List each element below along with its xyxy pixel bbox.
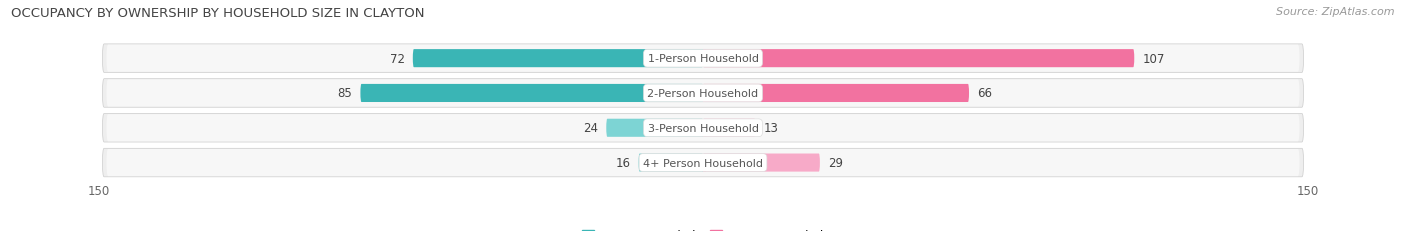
FancyBboxPatch shape <box>703 154 706 172</box>
FancyBboxPatch shape <box>702 85 704 103</box>
Legend: Owner-occupied, Renter-occupied: Owner-occupied, Renter-occupied <box>578 224 828 231</box>
Text: Source: ZipAtlas.com: Source: ZipAtlas.com <box>1277 7 1395 17</box>
Text: 2-Person Household: 2-Person Household <box>647 88 759 99</box>
FancyBboxPatch shape <box>103 79 1303 108</box>
FancyBboxPatch shape <box>107 149 1299 176</box>
FancyBboxPatch shape <box>107 46 1299 73</box>
FancyBboxPatch shape <box>413 50 703 68</box>
FancyBboxPatch shape <box>107 80 1299 107</box>
FancyBboxPatch shape <box>103 114 1303 142</box>
FancyBboxPatch shape <box>703 154 820 172</box>
FancyBboxPatch shape <box>360 85 703 103</box>
Text: 16: 16 <box>616 156 630 169</box>
FancyBboxPatch shape <box>702 154 704 172</box>
FancyBboxPatch shape <box>703 50 1135 68</box>
FancyBboxPatch shape <box>703 85 969 103</box>
FancyBboxPatch shape <box>703 50 706 68</box>
FancyBboxPatch shape <box>703 85 706 103</box>
Text: 4+ Person Household: 4+ Person Household <box>643 158 763 168</box>
Text: 1-Person Household: 1-Person Household <box>648 54 758 64</box>
Text: 107: 107 <box>1142 52 1164 65</box>
FancyBboxPatch shape <box>703 119 706 137</box>
FancyBboxPatch shape <box>703 119 755 137</box>
FancyBboxPatch shape <box>702 50 704 68</box>
FancyBboxPatch shape <box>107 115 1299 142</box>
FancyBboxPatch shape <box>103 149 1303 177</box>
Text: 24: 24 <box>583 122 598 135</box>
Text: 72: 72 <box>389 52 405 65</box>
Text: 3-Person Household: 3-Person Household <box>648 123 758 133</box>
Text: 13: 13 <box>763 122 779 135</box>
Text: 66: 66 <box>977 87 993 100</box>
Text: 85: 85 <box>337 87 353 100</box>
Text: 29: 29 <box>828 156 844 169</box>
FancyBboxPatch shape <box>702 119 704 137</box>
Text: OCCUPANCY BY OWNERSHIP BY HOUSEHOLD SIZE IN CLAYTON: OCCUPANCY BY OWNERSHIP BY HOUSEHOLD SIZE… <box>11 7 425 20</box>
FancyBboxPatch shape <box>606 119 703 137</box>
FancyBboxPatch shape <box>638 154 703 172</box>
FancyBboxPatch shape <box>103 45 1303 73</box>
